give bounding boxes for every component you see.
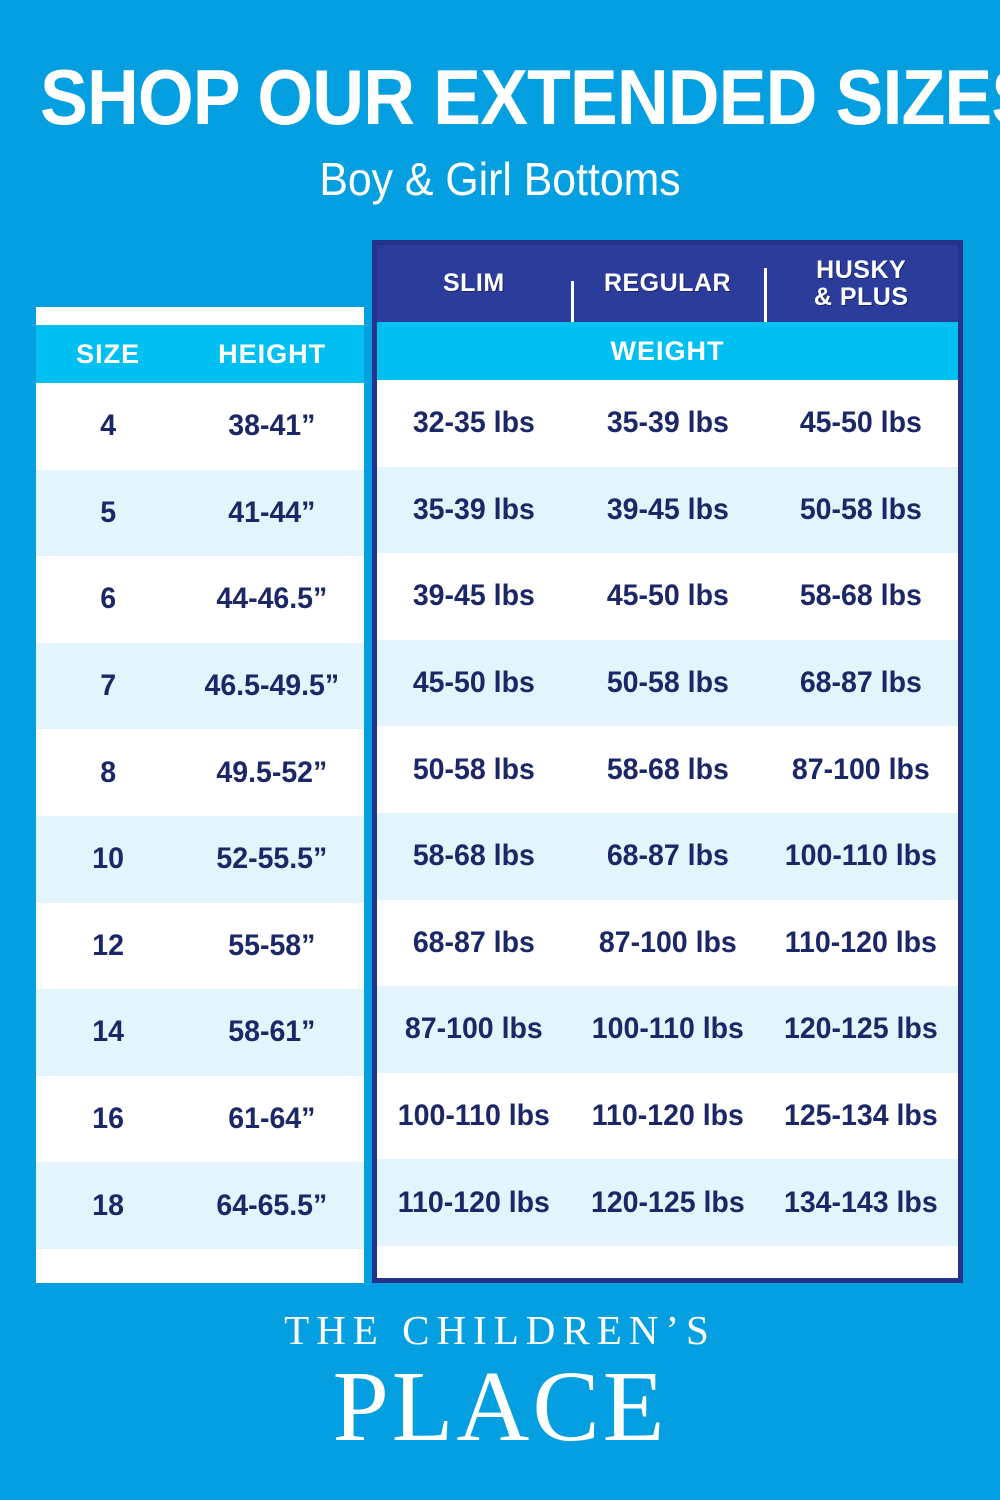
cell-slim: 87-100 lbs — [404, 1012, 543, 1046]
page-title: SHOP OUR EXTENDED SIZES — [40, 53, 1000, 141]
table-row: 39-45 lbs 45-50 lbs 58-68 lbs — [377, 553, 958, 640]
cell-regular: 110-120 lbs — [591, 1099, 744, 1133]
cell-height: 49.5-52” — [216, 755, 328, 789]
size-height-body: 4 38-41” 5 41-44” 6 44-46.5” 7 46.5-49.5” 8 4… — [36, 383, 364, 1249]
cell-regular: 35-39 lbs — [606, 406, 729, 440]
cell-slim: 58-68 lbs — [412, 839, 535, 873]
table-row: 100-110 lbs 110-120 lbs 125-134 lbs — [377, 1072, 958, 1160]
table-row: 18 64-65.5” — [36, 1162, 364, 1249]
table-row: 6 44-46.5” — [36, 556, 364, 643]
weight-fit-header-row: SLIM REGULAR HUSKY & PLUS — [377, 245, 958, 335]
cell-size: 12 — [92, 928, 125, 962]
cell-regular: 45-50 lbs — [606, 579, 729, 613]
cell-husky: 58-68 lbs — [800, 579, 923, 613]
cell-height: 38-41” — [228, 409, 316, 443]
cell-husky: 87-100 lbs — [792, 752, 931, 786]
cell-husky: 134-143 lbs — [784, 1185, 939, 1219]
cell-size: 7 — [100, 669, 117, 703]
page-header: SHOP OUR EXTENDED SIZES Boy & Girl Botto… — [0, 0, 1000, 230]
cell-height: 52-55.5” — [216, 842, 328, 876]
brand-logo: THE CHILDREN’S PLACE — [0, 1310, 1000, 1458]
column-header-height: HEIGHT — [218, 338, 327, 369]
cell-size: 8 — [100, 755, 117, 789]
cell-slim: 110-120 lbs — [397, 1185, 550, 1219]
cell-height: 55-58” — [228, 928, 316, 962]
weight-table: SLIM REGULAR HUSKY & PLUS WEIGHT 32-35 l… — [372, 240, 963, 1283]
cell-size: 14 — [92, 1015, 125, 1049]
cell-size: 4 — [100, 409, 117, 443]
cell-husky: 68-87 lbs — [800, 666, 923, 700]
column-header-regular: REGULAR — [570, 269, 765, 335]
column-header-regular-label: REGULAR — [603, 269, 732, 297]
page-subtitle: Boy & Girl Bottoms — [319, 153, 681, 205]
cell-height: 61-64” — [228, 1102, 316, 1136]
table-row: 8 49.5-52” — [36, 729, 364, 816]
table-row: 87-100 lbs 100-110 lbs 120-125 lbs — [377, 986, 958, 1073]
cell-regular: 58-68 lbs — [606, 752, 729, 786]
column-header-husky-line2: & PLUS — [813, 282, 909, 311]
cell-size: 18 — [92, 1188, 125, 1222]
table-row: 58-68 lbs 68-87 lbs 100-110 lbs — [377, 812, 958, 900]
size-height-header-row: SIZE HEIGHT — [36, 325, 364, 383]
column-header-slim-label: SLIM — [442, 269, 505, 297]
cell-slim: 35-39 lbs — [412, 492, 535, 526]
table-row: 110-120 lbs 120-125 lbs 134-143 lbs — [377, 1159, 958, 1246]
cell-regular: 39-45 lbs — [606, 492, 729, 526]
cell-size: 10 — [92, 842, 125, 876]
column-header-size: SIZE — [76, 338, 141, 369]
cell-husky: 125-134 lbs — [784, 1099, 939, 1133]
cell-size: 5 — [100, 495, 117, 529]
weight-table-body: 32-35 lbs 35-39 lbs 45-50 lbs 35-39 lbs 39-… — [377, 380, 958, 1246]
weight-group-header: WEIGHT — [377, 322, 958, 380]
cell-slim: 39-45 lbs — [412, 579, 535, 613]
cell-height: 41-44” — [228, 495, 316, 529]
cell-slim: 100-110 lbs — [397, 1099, 550, 1133]
cell-husky: 120-125 lbs — [784, 1012, 939, 1046]
cell-husky: 100-110 lbs — [785, 839, 938, 873]
cell-regular: 50-58 lbs — [606, 666, 729, 700]
table-row: 7 46.5-49.5” — [36, 642, 364, 730]
table-row: 12 55-58” — [36, 902, 364, 990]
table-row: 14 58-61” — [36, 989, 364, 1076]
cell-size: 16 — [92, 1102, 125, 1136]
column-header-husky-line1: HUSKY — [816, 255, 907, 284]
cell-husky: 45-50 lbs — [800, 406, 923, 440]
table-row: 45-50 lbs 50-58 lbs 68-87 lbs — [377, 639, 958, 727]
cell-regular: 87-100 lbs — [598, 925, 737, 959]
column-header-slim: SLIM — [377, 270, 571, 297]
cell-slim: 50-58 lbs — [412, 752, 535, 786]
brand-logo-line2: PLACE — [332, 1350, 668, 1462]
brand-logo-line1: THE CHILDREN’S — [284, 1307, 716, 1353]
table-row: 16 61-64” — [36, 1075, 364, 1163]
table-row: 10 52-55.5” — [36, 815, 364, 903]
cell-husky: 110-120 lbs — [785, 925, 938, 959]
cell-slim: 32-35 lbs — [412, 406, 535, 440]
cell-height: 44-46.5” — [216, 582, 328, 616]
cell-height: 46.5-49.5” — [204, 669, 340, 703]
table-row: 35-39 lbs 39-45 lbs 50-58 lbs — [377, 466, 958, 554]
cell-husky: 50-58 lbs — [800, 492, 923, 526]
cell-regular: 68-87 lbs — [606, 839, 729, 873]
cell-height: 64-65.5” — [216, 1188, 328, 1222]
cell-slim: 45-50 lbs — [412, 666, 535, 700]
cell-size: 6 — [100, 582, 117, 616]
cell-regular: 100-110 lbs — [591, 1012, 744, 1046]
table-row: 4 38-41” — [36, 383, 364, 470]
table-row: 50-58 lbs 58-68 lbs 87-100 lbs — [377, 726, 958, 813]
table-row: 5 41-44” — [36, 469, 364, 557]
table-row: 32-35 lbs 35-39 lbs 45-50 lbs — [377, 380, 958, 467]
table-row: 68-87 lbs 87-100 lbs 110-120 lbs — [377, 899, 958, 987]
cell-height: 58-61” — [228, 1015, 316, 1049]
column-header-husky-plus: HUSKY & PLUS — [764, 255, 958, 322]
cell-slim: 68-87 lbs — [412, 925, 535, 959]
weight-group-header-label: WEIGHT — [610, 335, 725, 366]
cell-regular: 120-125 lbs — [590, 1185, 745, 1219]
